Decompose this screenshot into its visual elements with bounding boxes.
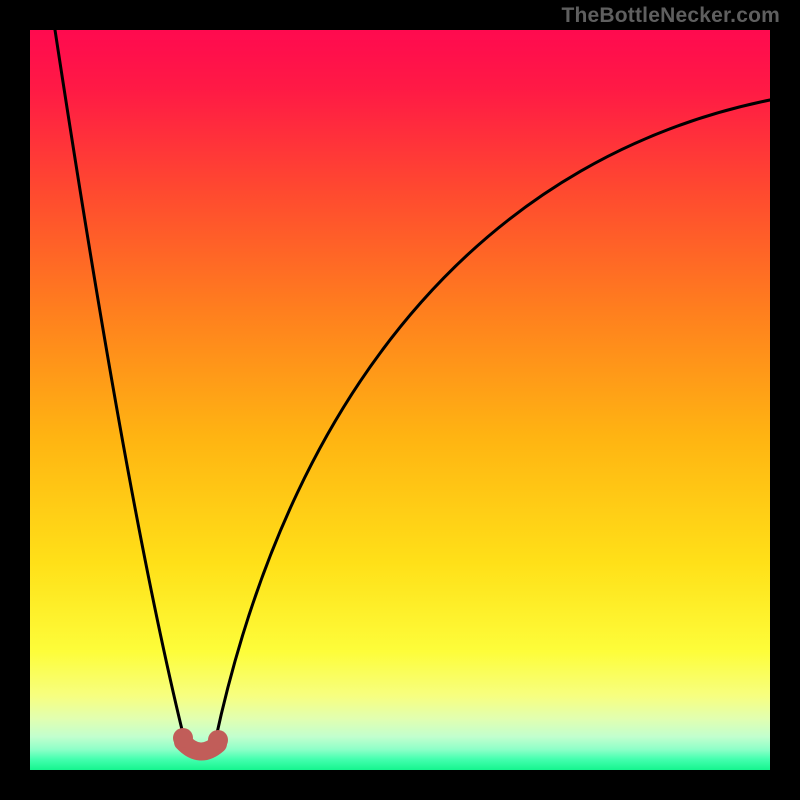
watermark-text: TheBottleNecker.com bbox=[561, 4, 780, 28]
chart-container: TheBottleNecker.com bbox=[0, 0, 800, 800]
curve-right bbox=[215, 100, 770, 742]
valley-dot-1 bbox=[208, 730, 228, 750]
curve-overlay bbox=[0, 0, 800, 800]
curve-left bbox=[55, 30, 185, 742]
valley-dot-0 bbox=[173, 728, 193, 748]
